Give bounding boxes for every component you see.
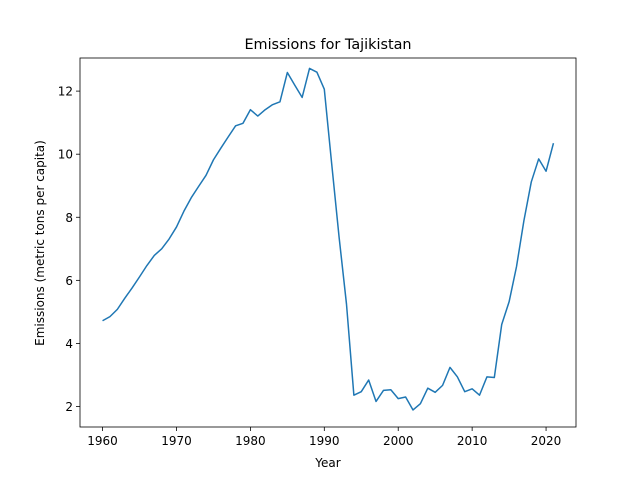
y-tick-label: 4	[65, 337, 73, 351]
x-tick-label: 1960	[87, 434, 118, 448]
y-tick-label: 2	[65, 400, 73, 414]
x-tick-label: 2000	[383, 434, 414, 448]
chart-title: Emissions for Tajikistan	[244, 37, 411, 53]
axes-frame	[79, 57, 577, 428]
y-tick-label: 8	[65, 211, 73, 225]
x-tick-label: 2020	[531, 434, 562, 448]
x-axis-ticks: 1960 1970 1980 1990 2000 2010 2020	[87, 427, 561, 448]
y-tick-label: 10	[58, 148, 73, 162]
y-axis-label: Emissions (metric tons per capita)	[33, 140, 47, 346]
y-axis-ticks: 2 4 6 8 10 12	[58, 85, 80, 414]
x-tick-label: 2010	[457, 434, 488, 448]
x-axis-label: Year	[314, 456, 340, 470]
plot-area	[102, 67, 555, 411]
y-tick-label: 12	[58, 85, 73, 99]
x-tick-label: 1980	[235, 434, 266, 448]
x-tick-label: 1970	[161, 434, 192, 448]
x-tick-label: 1990	[309, 434, 340, 448]
series-line	[102, 67, 555, 411]
y-tick-label: 6	[65, 274, 73, 288]
